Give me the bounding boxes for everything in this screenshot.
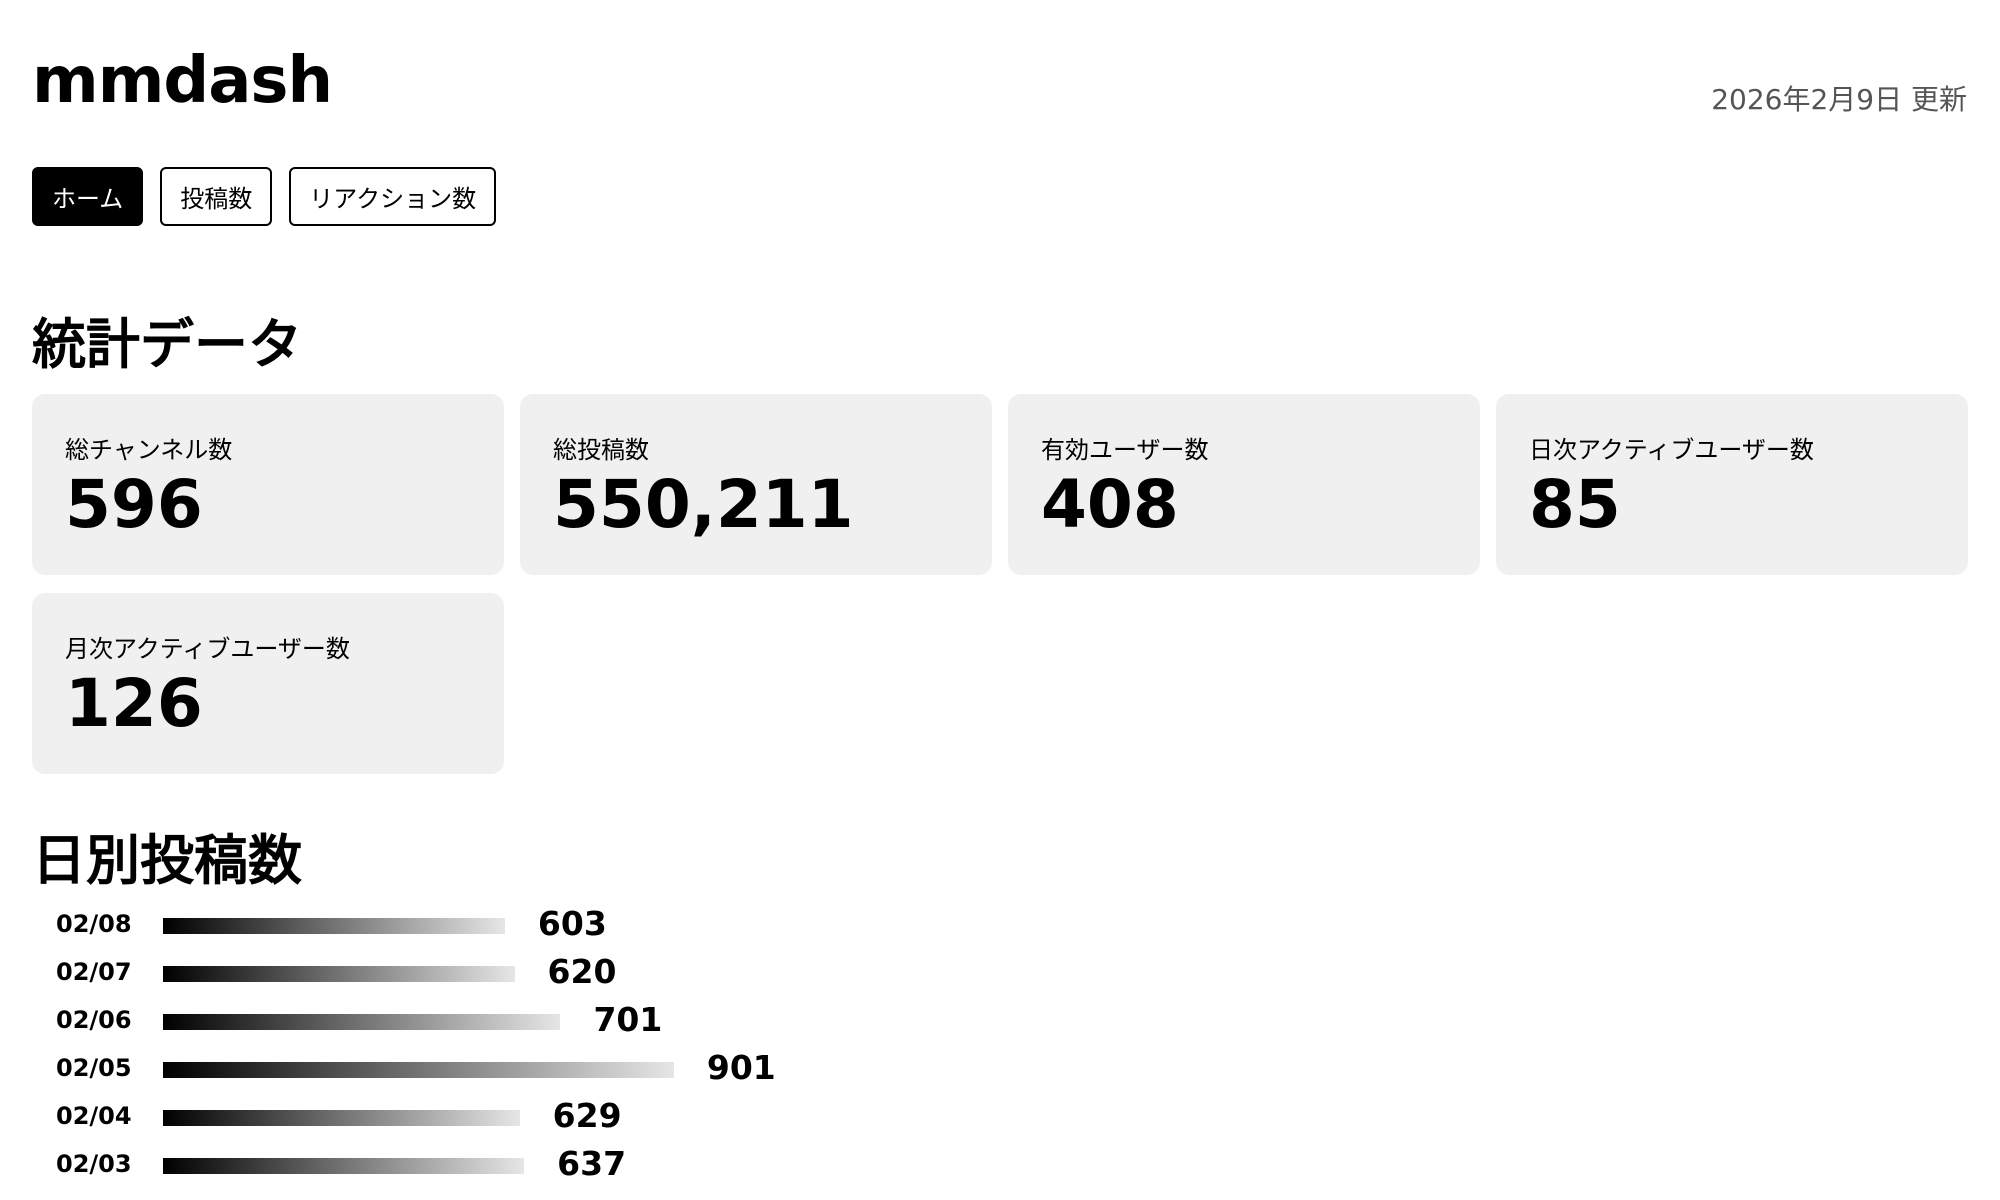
bar-row: 02/07 620 — [0, 948, 2000, 996]
nav-tab[interactable]: リアクション数 — [289, 167, 497, 226]
stat-cards: 総チャンネル数 596 総投稿数 550,211 有効ユーザー数 408 日次アクティブユー… — [32, 394, 1968, 774]
category-label: 02/07 — [56, 958, 132, 986]
value-label: 620 — [547, 952, 617, 991]
category-label: 02/05 — [56, 1054, 132, 1082]
stat-label: 有効ユーザー数 — [1041, 436, 1209, 464]
category-label: 02/04 — [56, 1102, 132, 1130]
value-label: 701 — [593, 1000, 663, 1039]
nav-tabs: ホーム 投稿数 リアクション数 — [32, 167, 497, 226]
category-label: 02/06 — [56, 1006, 132, 1034]
section-title: 日別投稿数 — [32, 829, 302, 892]
bar-row: 02/05 901 — [0, 1044, 2000, 1092]
stat-card: 月次アクティブユーザー数 126 — [32, 593, 504, 774]
stat-value: 596 — [65, 466, 203, 543]
bar — [163, 1110, 520, 1126]
bar-row: 02/06 701 — [0, 996, 2000, 1044]
stat-label: 日次アクティブユーザー数 — [1529, 436, 1814, 464]
stat-value: 408 — [1041, 466, 1179, 543]
bar — [163, 918, 505, 934]
category-label: 02/08 — [56, 910, 132, 938]
daily-chart: 02/08 603 02/07 620 02/06 701 02/05 901 02/04 629… — [0, 900, 2000, 1200]
nav-tab[interactable]: ホーム — [32, 167, 144, 226]
value-label: 603 — [537, 904, 607, 943]
bar — [163, 966, 515, 982]
bar-row: 02/04 629 — [0, 1092, 2000, 1140]
value-label: 901 — [706, 1048, 776, 1087]
stat-value: 550,211 — [553, 466, 854, 543]
stat-label: 総チャンネル数 — [65, 436, 233, 464]
stat-card: 総チャンネル数 596 — [32, 394, 504, 575]
stat-card: 総投稿数 550,211 — [520, 394, 992, 575]
stat-label: 月次アクティブユーザー数 — [65, 635, 350, 663]
bar — [163, 1062, 674, 1078]
stat-card: 有効ユーザー数 408 — [1008, 394, 1480, 575]
app-title: mmdash — [32, 44, 333, 118]
stat-value: 126 — [65, 665, 203, 742]
bar — [163, 1014, 561, 1030]
section-title: 統計データ — [32, 313, 302, 376]
value-label: 629 — [552, 1096, 622, 1135]
category-label: 02/03 — [56, 1150, 132, 1178]
bar-row: 02/03 637 — [0, 1140, 2000, 1188]
stat-label: 総投稿数 — [553, 436, 649, 464]
nav-tab[interactable]: 投稿数 — [160, 167, 273, 226]
value-label: 637 — [557, 1144, 627, 1183]
bar — [163, 1158, 525, 1174]
stat-value: 85 — [1529, 466, 1621, 543]
stat-card: 日次アクティブユーザー数 85 — [1496, 394, 1968, 575]
updated-date: 2026年2月9日 更新 — [1711, 83, 1967, 116]
bar-row: 02/08 603 — [0, 900, 2000, 948]
